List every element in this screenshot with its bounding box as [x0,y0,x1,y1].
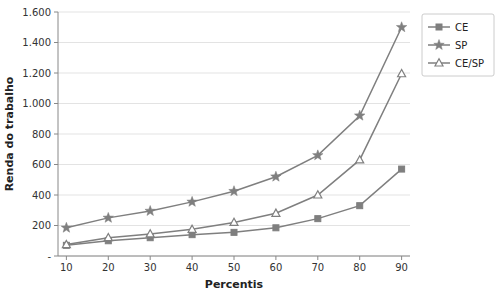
tick [66,256,67,260]
tick [234,256,235,260]
tick [108,256,109,260]
point [231,229,237,235]
grid-line [58,164,410,165]
legend-label: CE/SP [455,58,484,69]
point [229,186,239,196]
tick [359,256,360,260]
tick-label: 400 [32,190,51,201]
point [315,216,321,222]
point [230,218,238,225]
tick-label: 90 [395,262,408,273]
point [314,191,322,198]
point [272,209,280,216]
series-line [66,27,401,228]
tick-label: 200 [32,220,51,231]
y-axis [58,12,59,256]
point [313,150,323,160]
legend: CE SP CE/SP [422,14,494,76]
tick-label: 1.000 [22,98,51,109]
series-line [66,169,401,245]
point [62,240,70,247]
tick-label: 1.600 [22,7,51,18]
point [398,70,406,77]
legend-label: CE [455,22,468,33]
legend-box [422,14,494,76]
point [187,196,197,206]
point [354,110,364,120]
grid-line [58,12,410,13]
point [145,206,155,216]
point [271,171,281,181]
tick-label: 20 [102,262,115,273]
tick [317,256,318,260]
legend-marker [436,24,442,30]
tick [54,12,58,13]
point [61,222,71,232]
tick [54,42,58,43]
x-axis [58,256,410,257]
tick [275,256,276,260]
grid-line [58,73,410,74]
legend-marker [435,59,443,66]
point [104,234,112,241]
tick [150,256,151,260]
tick-label: 70 [311,262,324,273]
point [357,203,363,209]
series-line [66,74,401,245]
tick [54,134,58,135]
grid-line [58,256,410,257]
tick [54,164,58,165]
point [396,22,406,32]
point [146,230,154,237]
tick-label: - [47,251,51,262]
tick-label: 40 [186,262,199,273]
grid-line [58,103,410,104]
point [103,212,113,222]
legend-label: SP [455,40,467,51]
grid-line [58,42,410,43]
legend-marker [434,40,444,50]
point [273,225,279,231]
tick-label: 1.400 [22,37,51,48]
grid-line [58,134,410,135]
tick-label: 800 [32,129,51,140]
chart: - 200 400 600 800 1.000 1.200 1.400 1.600 10 20 30 4… [0,0,498,296]
tick-label: 60 [270,262,283,273]
y-axis-label: Renda do trabalho [3,76,16,191]
plot-area [61,22,407,249]
tick [401,256,402,260]
tick [54,103,58,104]
tick-label: 50 [228,262,241,273]
tick [192,256,193,260]
tick [54,73,58,74]
grid-line [58,195,410,196]
background [0,0,498,296]
tick-label: 600 [32,159,51,170]
tick [54,225,58,226]
point [356,156,364,163]
tick-label: 1.200 [22,68,51,79]
tick [54,195,58,196]
point [188,225,196,232]
point [399,166,405,172]
tick-label: 30 [144,262,157,273]
tick [54,256,58,257]
tick-label: 10 [60,262,73,273]
x-axis-label: Percentis [205,278,264,291]
tick-label: 80 [353,262,366,273]
